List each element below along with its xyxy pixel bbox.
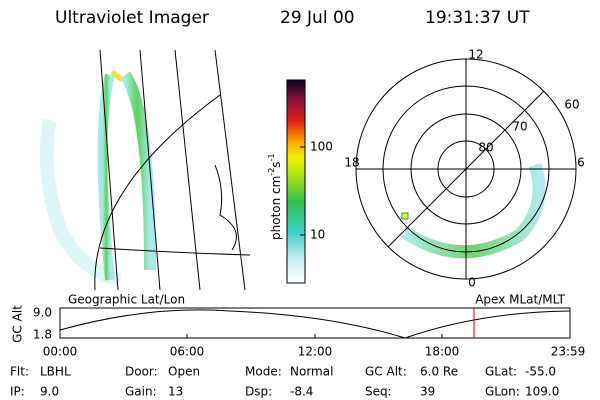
plot-frame bbox=[59, 307, 571, 339]
info-key: Dsp: bbox=[245, 385, 272, 399]
mlt-label: 6 bbox=[577, 156, 585, 170]
info-value: 6.0 Re bbox=[420, 365, 458, 379]
exponent: -1 bbox=[267, 153, 276, 161]
title: Ultraviolet Imager bbox=[55, 8, 209, 28]
info-key: Door: bbox=[125, 365, 158, 379]
time-label: 00:00 bbox=[43, 345, 78, 359]
geographic-image bbox=[39, 49, 251, 291]
unit: photon cm bbox=[269, 176, 283, 240]
mlt-label: 12 bbox=[468, 48, 483, 62]
info-value: 13 bbox=[168, 385, 183, 399]
date: 29 Jul 00 bbox=[280, 8, 355, 28]
axis-label: GC Alt bbox=[11, 305, 25, 343]
lat-label: 70 bbox=[512, 120, 527, 134]
polar-plot bbox=[355, 58, 577, 280]
mlt-label: 18 bbox=[344, 156, 359, 170]
time-ticks bbox=[186, 334, 443, 338]
mlt-label: 0 bbox=[468, 276, 476, 290]
info-key: Gain: bbox=[125, 385, 157, 399]
time-label: 12:00 bbox=[298, 345, 333, 359]
altitude-curve bbox=[59, 309, 571, 339]
y-label: 1.8 bbox=[33, 328, 52, 342]
colorbar-tick-label: 10 bbox=[310, 228, 325, 242]
info-value: LBHL bbox=[40, 365, 71, 379]
exponent: -2 bbox=[267, 168, 276, 176]
info-key: Mode: bbox=[245, 365, 282, 379]
unit: s bbox=[269, 161, 283, 167]
y-label: 9.0 bbox=[33, 306, 52, 320]
info-key: Seq: bbox=[365, 385, 392, 399]
time: 19:31:37 UT bbox=[425, 8, 530, 28]
info-value: Open bbox=[168, 365, 200, 379]
info-key: IP: bbox=[10, 385, 25, 399]
colorbar-tick-label: 100 bbox=[310, 140, 333, 154]
info-value: 109.0 bbox=[525, 385, 559, 399]
info-value: 9.0 bbox=[40, 385, 59, 399]
plot-subtitle: Apex MLat/MLT bbox=[475, 293, 565, 307]
info-key: GLon: bbox=[485, 385, 520, 399]
info-key: GC Alt: bbox=[365, 365, 407, 379]
info-key: GLat: bbox=[485, 365, 517, 379]
lat-label: 60 bbox=[564, 98, 579, 112]
colorbar bbox=[286, 79, 306, 284]
plot-subtitle: Geographic Lat/Lon bbox=[68, 293, 185, 307]
info-value: -8.4 bbox=[290, 385, 313, 399]
lat-label: 80 bbox=[478, 141, 493, 155]
colorbar-label: photon cm-2s-1 bbox=[267, 153, 283, 240]
info-value: 39 bbox=[420, 385, 435, 399]
time-label: 23:59 bbox=[551, 345, 586, 359]
info-value: -55.0 bbox=[525, 365, 556, 379]
info-value: Normal bbox=[290, 365, 333, 379]
info-panel: Flt: LBHL Door: Open Mode: Normal GC Alt: 6.0 R… bbox=[10, 365, 559, 399]
time-label: 06:00 bbox=[170, 345, 205, 359]
info-key: Flt: bbox=[10, 365, 29, 379]
time-label: 18:00 bbox=[425, 345, 460, 359]
